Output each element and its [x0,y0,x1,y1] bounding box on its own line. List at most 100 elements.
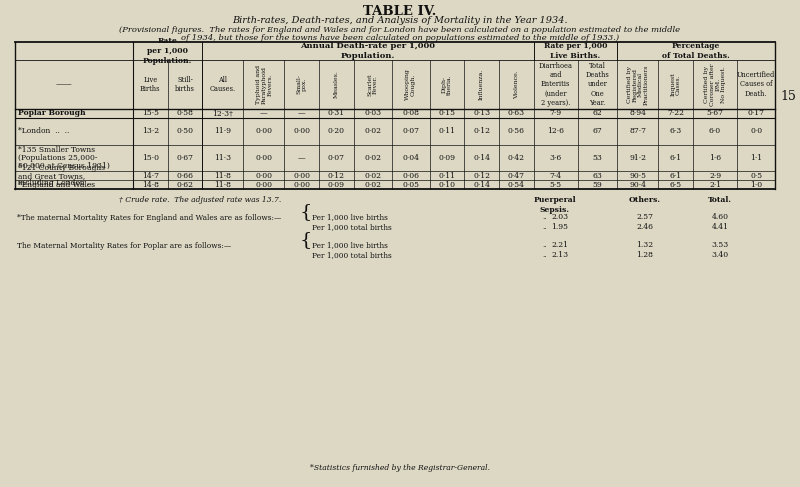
Text: 87·7: 87·7 [630,127,646,135]
Text: Influenza.: Influenza. [479,69,484,100]
Text: 1·0: 1·0 [750,181,762,188]
Text: 6·1: 6·1 [670,154,682,162]
Text: 0·54: 0·54 [508,181,525,188]
Text: 0·00: 0·00 [294,181,310,188]
Text: 59: 59 [593,181,602,188]
Text: —: — [298,110,306,117]
Text: including London ..: including London .. [18,179,92,187]
Text: ..: .. [542,223,547,231]
Text: 2.03: 2.03 [551,213,569,221]
Text: *England and Wales: *England and Wales [18,181,95,188]
Text: 1·6: 1·6 [709,154,721,162]
Text: 1.95: 1.95 [551,223,569,231]
Text: † Crude rate.  The adjusted rate was 13.7.: † Crude rate. The adjusted rate was 13.7… [119,196,281,204]
Text: Whooping
Cough.: Whooping Cough. [406,69,416,100]
Text: 0·11: 0·11 [438,171,455,180]
Text: 6·3: 6·3 [670,127,682,135]
Text: 0·06: 0·06 [402,171,419,180]
Text: 0·00: 0·00 [294,171,310,180]
Text: Per 1,000 total births: Per 1,000 total births [312,251,392,259]
Text: 0·13: 0·13 [473,110,490,117]
Text: —: — [298,154,306,162]
Text: ..: .. [542,241,547,249]
Text: 62: 62 [593,110,602,117]
Text: 2·9: 2·9 [709,171,721,180]
Text: 15·0: 15·0 [142,154,159,162]
Text: 53: 53 [593,154,602,162]
Text: 0·02: 0·02 [364,154,382,162]
Text: 2.13: 2.13 [551,251,569,259]
Text: 12·6: 12·6 [547,127,564,135]
Text: 0·58: 0·58 [177,110,194,117]
Text: Others.: Others. [629,196,661,204]
Text: 50,000 at Census 1931): 50,000 at Census 1931) [18,161,110,169]
Text: Certified by
Coroner after
P.M.
No Inquest.: Certified by Coroner after P.M. No Inque… [704,63,726,106]
Text: Rate
per 1,000
Population.: Rate per 1,000 Population. [143,37,192,65]
Text: 7·9: 7·9 [550,110,562,117]
Text: 5·5: 5·5 [550,181,562,188]
Text: 0·02: 0·02 [364,171,382,180]
Text: *121 County Boroughs: *121 County Boroughs [18,164,105,172]
Text: Scarlet
Fever.: Scarlet Fever. [367,73,378,96]
Text: ..: .. [542,251,547,259]
Text: Per 1,000 total births: Per 1,000 total births [312,223,392,231]
Text: Diarrhoea
and
Enteritis
(under
2 years).: Diarrhoea and Enteritis (under 2 years). [538,62,573,107]
Text: *London  ..  ..: *London .. .. [18,127,70,135]
Text: {: { [300,231,312,249]
Text: Measles.: Measles. [334,71,339,98]
Text: Total.: Total. [708,196,732,204]
Text: Total
Deaths
under
One
Year.: Total Deaths under One Year. [586,62,610,107]
Text: 0·12: 0·12 [473,127,490,135]
Text: 0·5: 0·5 [750,171,762,180]
Text: ..: .. [542,213,547,221]
Text: of 1934, but those for the towns have been calculated on populations estimated t: of 1934, but those for the towns have be… [181,34,619,42]
Text: 0·56: 0·56 [508,127,525,135]
Text: 0·11: 0·11 [438,127,455,135]
Text: —: — [260,110,268,117]
Text: Certified by
Registered
Medical
Practitioners: Certified by Registered Medical Practiti… [626,64,649,105]
Text: *The maternal Mortality Rates for England and Wales are as follows:—: *The maternal Mortality Rates for Englan… [17,214,282,222]
Text: *135 Smaller Towns: *135 Smaller Towns [18,147,95,154]
Text: Annual Death-rate per 1,000
Population.: Annual Death-rate per 1,000 Population. [301,42,435,60]
Text: 6·0: 6·0 [709,127,721,135]
Text: Diph-
theria.: Diph- theria. [442,74,452,95]
Text: Still-
births: Still- births [175,76,195,93]
Text: 0·14: 0·14 [473,181,490,188]
Text: Uncertified
Causes of
Death.: Uncertified Causes of Death. [737,71,775,98]
Text: Puerperal
Sepsis.: Puerperal Sepsis. [534,196,576,214]
Text: 90·5: 90·5 [630,171,646,180]
Text: 0·10: 0·10 [438,181,455,188]
Text: 63: 63 [593,171,602,180]
Text: 0·12: 0·12 [473,171,490,180]
Text: 0·47: 0·47 [508,171,525,180]
Text: 6·1: 6·1 [670,171,682,180]
Text: 0·00: 0·00 [255,171,273,180]
Text: 0·17: 0·17 [747,110,765,117]
Text: 11·8: 11·8 [214,171,231,180]
Text: 0·42: 0·42 [508,154,525,162]
Text: 0·12: 0·12 [328,171,345,180]
Text: 11·3: 11·3 [214,154,231,162]
Text: 3.53: 3.53 [711,241,729,249]
Text: 0·15: 0·15 [438,110,455,117]
Text: Small-
pox.: Small- pox. [296,75,307,94]
Text: 0·14: 0·14 [473,154,490,162]
Text: 0·0: 0·0 [750,127,762,135]
Text: 1·1: 1·1 [750,154,762,162]
Text: The Maternal Mortality Rates for Poplar are as follows:—: The Maternal Mortality Rates for Poplar … [17,242,231,250]
Text: 15: 15 [780,91,796,104]
Text: 4.60: 4.60 [711,213,729,221]
Text: 2.21: 2.21 [551,241,569,249]
Text: Birth-rates, Death-rates, and Analysis of Mortality in the Year 1934.: Birth-rates, Death-rates, and Analysis o… [232,16,568,25]
Text: 5·67: 5·67 [706,110,723,117]
Text: Per 1,000 live births: Per 1,000 live births [312,241,388,249]
Text: 0·00: 0·00 [255,154,273,162]
Text: 1.32: 1.32 [637,241,654,249]
Text: 0·31: 0·31 [328,110,345,117]
Text: 0·20: 0·20 [328,127,345,135]
Text: All
Causes.: All Causes. [210,76,236,93]
Text: 0·02: 0·02 [364,181,382,188]
Text: 15·5: 15·5 [142,110,159,117]
Text: Rate per 1,000
Live Births.: Rate per 1,000 Live Births. [544,42,607,60]
Text: ——: —— [56,80,72,89]
